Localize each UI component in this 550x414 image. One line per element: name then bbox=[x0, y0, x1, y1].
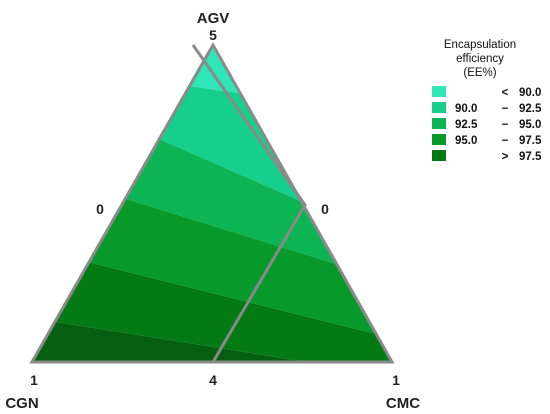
contour-bands bbox=[32, 45, 392, 362]
legend-high-value: 95.0 bbox=[519, 119, 541, 131]
vertex-value-top: 5 bbox=[209, 27, 217, 43]
legend: Encapsulation efficiency (EE%) <90.0 90.0… bbox=[432, 39, 542, 163]
vertex-label-right: CMC bbox=[386, 395, 420, 412]
contour-band bbox=[32, 240, 392, 362]
legend-separator: − bbox=[502, 135, 509, 147]
legend-high-value: 97.5 bbox=[519, 135, 542, 147]
legend-title-line-3: (EE%) bbox=[463, 67, 496, 79]
region-boundary bbox=[32, 44, 307, 364]
legend-high-value: 97.5 bbox=[519, 151, 542, 163]
legend-title-line-2: efficiency bbox=[456, 53, 504, 65]
legend-entries: <90.090.0−92.592.5−95.095.0−97.5> 97.5 bbox=[432, 86, 542, 163]
legend-separator: − bbox=[502, 103, 509, 115]
edge-tick-right: 0 bbox=[321, 201, 329, 217]
edge-tick-bottom: 4 bbox=[209, 372, 217, 388]
contour-band bbox=[150, 80, 330, 214]
vertex-label-left: CGN bbox=[5, 395, 38, 412]
legend-separator: > bbox=[502, 151, 509, 163]
legend-high-value: 90.0 bbox=[519, 87, 541, 99]
legend-swatch bbox=[432, 118, 446, 129]
vertex-value-left: 1 bbox=[30, 372, 38, 388]
legend-title-line-1: Encapsulation bbox=[444, 39, 516, 51]
contour-band bbox=[32, 313, 392, 362]
legend-swatch bbox=[432, 150, 446, 161]
legend-swatch bbox=[432, 86, 446, 97]
legend-low-value: 95.0 bbox=[455, 135, 477, 147]
legend-high-value: 92.5 bbox=[519, 103, 542, 115]
legend-separator: − bbox=[502, 119, 509, 131]
legend-low-value: 90.0 bbox=[455, 103, 477, 115]
legend-separator: < bbox=[502, 87, 509, 99]
vertex-value-right: 1 bbox=[392, 372, 400, 388]
legend-swatch bbox=[432, 102, 446, 113]
edge-tick-left: 0 bbox=[96, 201, 104, 217]
vertex-label-top: AGV bbox=[197, 10, 230, 27]
legend-low-value: 92.5 bbox=[455, 119, 478, 131]
legend-swatch bbox=[432, 134, 446, 145]
